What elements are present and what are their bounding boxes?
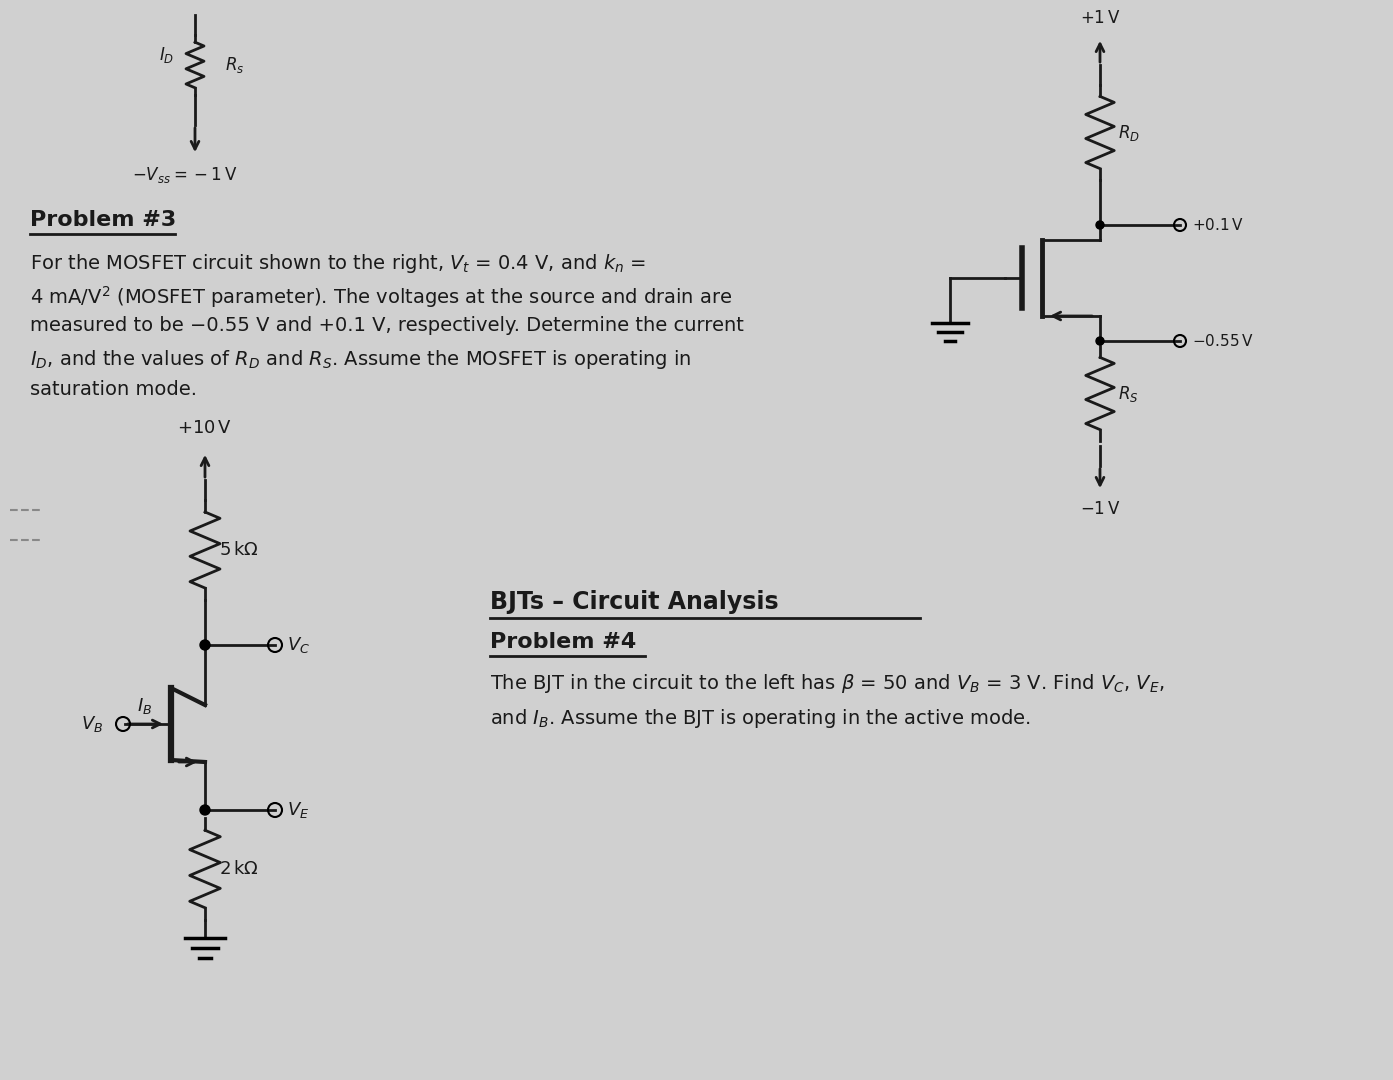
Text: $+1\,\mathrm{V}$: $+1\,\mathrm{V}$ [1080, 9, 1120, 27]
Text: $R_D$: $R_D$ [1119, 123, 1139, 143]
Text: and $I_B$. Assume the BJT is operating in the active mode.: and $I_B$. Assume the BJT is operating i… [490, 707, 1031, 730]
Text: Problem #4: Problem #4 [490, 632, 637, 652]
Text: $-V_{ss}=-1\,\mathrm{V}$: $-V_{ss}=-1\,\mathrm{V}$ [132, 165, 238, 185]
Text: $+0.1\,\mathrm{V}$: $+0.1\,\mathrm{V}$ [1192, 217, 1244, 233]
Text: $5\,\mathrm{k}\Omega$: $5\,\mathrm{k}\Omega$ [219, 541, 259, 559]
Text: $I_D$, and the values of $R_D$ and $R_S$. Assume the MOSFET is operating in: $I_D$, and the values of $R_D$ and $R_S$… [31, 348, 691, 372]
Text: $R_s$: $R_s$ [226, 55, 244, 75]
Text: $V_B$: $V_B$ [81, 714, 103, 734]
Text: $R_S$: $R_S$ [1119, 383, 1138, 404]
Circle shape [1096, 221, 1105, 229]
Text: $I_B$: $I_B$ [138, 696, 153, 716]
Text: The BJT in the circuit to the left has $\beta$ = 50 and $V_B$ = 3 V. Find $V_C$,: The BJT in the circuit to the left has $… [490, 672, 1165, 696]
Text: For the MOSFET circuit shown to the right, $V_t$ = 0.4 V, and $k_n$ =: For the MOSFET circuit shown to the righ… [31, 252, 646, 275]
Text: $2\,\mathrm{k}\Omega$: $2\,\mathrm{k}\Omega$ [219, 860, 259, 878]
Text: saturation mode.: saturation mode. [31, 380, 196, 399]
Text: BJTs – Circuit Analysis: BJTs – Circuit Analysis [490, 590, 779, 615]
Circle shape [201, 805, 210, 815]
Text: $-1\,\mathrm{V}$: $-1\,\mathrm{V}$ [1080, 500, 1120, 518]
Text: $I_D$: $I_D$ [159, 45, 174, 65]
Text: $V_C$: $V_C$ [287, 635, 311, 654]
Circle shape [201, 640, 210, 650]
Text: Problem #3: Problem #3 [31, 210, 177, 230]
Text: $+10\,\mathrm{V}$: $+10\,\mathrm{V}$ [177, 419, 233, 437]
Text: $V_E$: $V_E$ [287, 800, 309, 820]
Text: $-0.55\,\mathrm{V}$: $-0.55\,\mathrm{V}$ [1192, 333, 1254, 349]
Circle shape [1096, 337, 1105, 345]
Text: measured to be −0.55 V and +0.1 V, respectively. Determine the current: measured to be −0.55 V and +0.1 V, respe… [31, 316, 744, 335]
Text: 4 mA/V$^2$ (MOSFET parameter). The voltages at the source and drain are: 4 mA/V$^2$ (MOSFET parameter). The volta… [31, 284, 733, 310]
